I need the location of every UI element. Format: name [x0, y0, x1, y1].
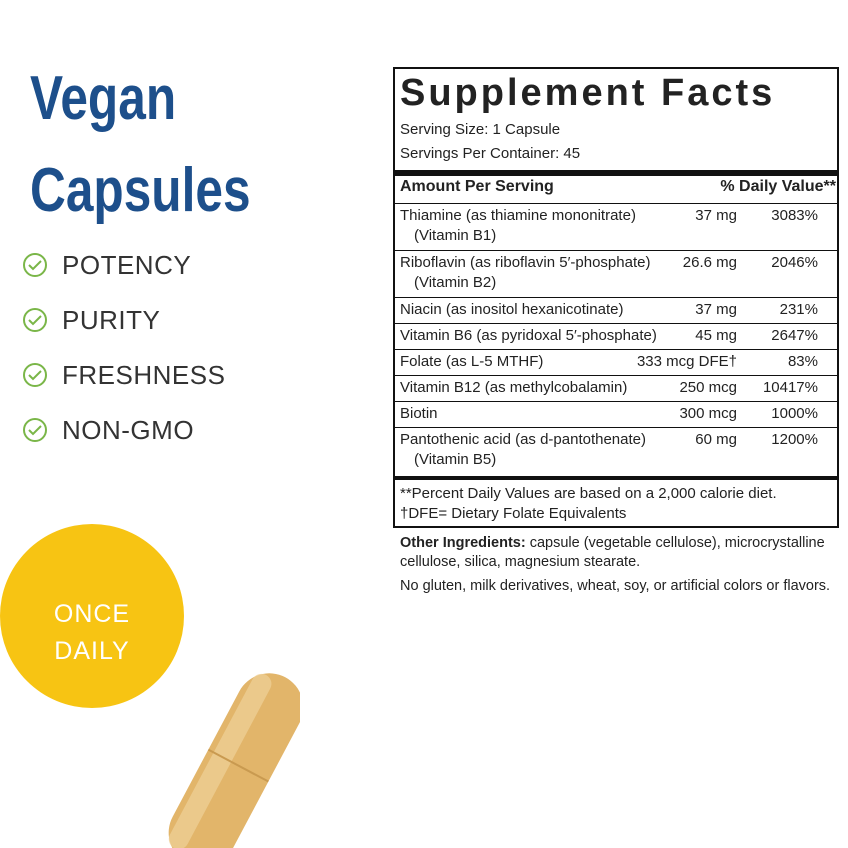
check-icon — [22, 417, 48, 448]
text: capsule (vegetable cellulose), microcrys… — [400, 535, 825, 570]
check-svg — [23, 253, 47, 277]
check-icon — [22, 307, 48, 338]
daily-value: 10417% — [762, 379, 818, 396]
amount: 37 mg — [695, 301, 737, 318]
nutrient-name: Vitamin B6 (as pyridoxal 5′-phosphate) — [400, 327, 657, 344]
amount: 37 mg — [695, 207, 737, 224]
amount: 45 mg — [695, 327, 737, 344]
nutrient-name: Biotin — [400, 405, 438, 422]
feature: POTENCY — [62, 250, 192, 280]
amount: 250 mcg — [679, 379, 737, 396]
heading: Capsules — [30, 156, 251, 225]
column-header: % Daily Value** — [720, 178, 836, 195]
badge-text: DAILY — [54, 637, 130, 665]
daily-value: 83% — [787, 353, 818, 370]
nutrient-name: (Vitamin B2) — [414, 274, 497, 291]
nutrient-name: Riboflavin (as riboflavin 5′-phosphate) — [400, 254, 651, 271]
label: Other Ingredients: — [400, 535, 526, 551]
check-svg — [23, 308, 47, 332]
nutrient-name: Thiamine (as thiamine mononitrate) — [400, 207, 636, 224]
daily-value: 1000% — [771, 405, 818, 422]
feature: FRESHNESS — [62, 360, 226, 390]
other-ingredients: Other Ingredients: capsule (vegetable ce… — [400, 534, 845, 572]
check-icon — [22, 362, 48, 393]
daily-value: 1200% — [771, 431, 818, 448]
badge-text: ONCE — [53, 600, 131, 628]
rule — [395, 401, 837, 402]
daily-value: 3083% — [771, 207, 818, 224]
daily-value: 231% — [779, 301, 818, 318]
nutrient-name: Folate (as L-5 MTHF) — [400, 353, 544, 370]
check-icon — [22, 252, 48, 283]
check-svg — [23, 363, 47, 387]
capsule — [168, 673, 300, 848]
rule — [395, 203, 837, 204]
amount: 60 mg — [695, 431, 737, 448]
facts-panel — [393, 67, 839, 528]
footnote: **Percent Daily Values are based on a 2,… — [400, 485, 777, 502]
rule — [395, 297, 837, 298]
rule — [395, 349, 837, 350]
rule — [395, 427, 837, 428]
serving-size: Serving Size: 1 Capsule — [400, 121, 561, 138]
servings-per-container: Servings Per Container: 45 — [400, 145, 581, 162]
rule — [395, 375, 837, 376]
column-header: Amount Per Serving — [400, 178, 554, 195]
graphics — [0, 524, 300, 848]
rule — [395, 250, 837, 251]
footnote: †DFE= Dietary Folate Equivalents — [400, 505, 627, 522]
note: No gluten, milk derivatives, wheat, soy,… — [400, 578, 831, 594]
daily-value: 2647% — [771, 327, 818, 344]
heading: Vegan — [30, 64, 177, 133]
nutrient-name: Niacin (as inositol hexanicotinate) — [400, 301, 624, 318]
feature: NON-GMO — [62, 415, 195, 445]
nutrient-name: (Vitamin B1) — [414, 227, 497, 244]
rule — [395, 323, 837, 324]
feature: PURITY — [62, 305, 161, 335]
amount: 300 mcg — [679, 405, 737, 422]
rule — [395, 476, 837, 480]
rule — [395, 170, 837, 176]
badge-circle — [0, 524, 184, 708]
nutrient-name: (Vitamin B5) — [414, 451, 497, 468]
check-svg — [23, 418, 47, 442]
amount: 26.6 mg — [682, 254, 737, 271]
nutrient-name: Vitamin B12 (as methylcobalamin) — [400, 379, 628, 396]
nutrient-name: Pantothenic acid (as d-pantothenate) — [400, 431, 646, 448]
amount: 333 mcg DFE† — [636, 353, 737, 370]
facts-title: Supplement Facts — [400, 72, 776, 114]
daily-value: 2046% — [771, 254, 818, 271]
